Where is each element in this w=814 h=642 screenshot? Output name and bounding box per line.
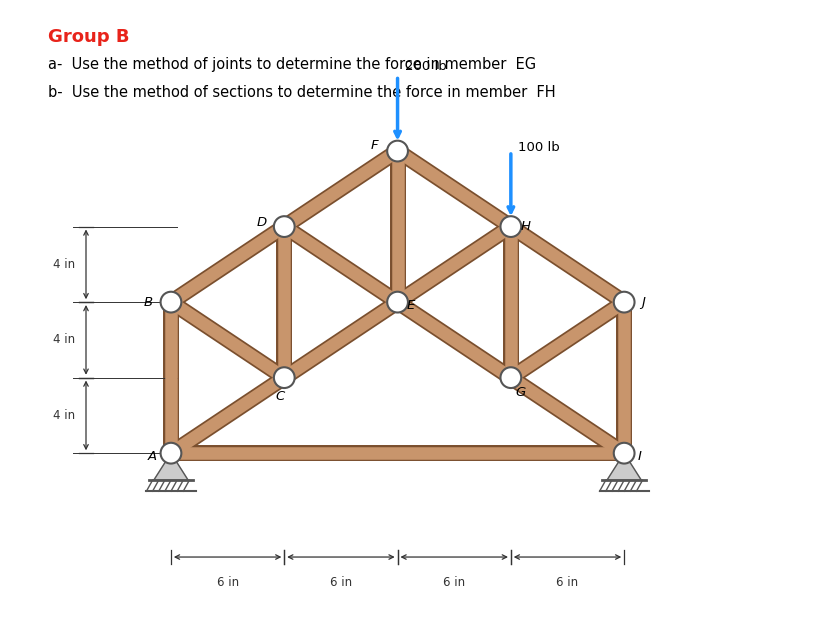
- Text: H: H: [521, 220, 531, 233]
- Circle shape: [614, 291, 635, 313]
- Text: G: G: [515, 386, 525, 399]
- Circle shape: [160, 291, 182, 313]
- Text: C: C: [276, 390, 285, 403]
- Text: E: E: [406, 299, 415, 313]
- Text: 6 in: 6 in: [557, 576, 579, 589]
- Polygon shape: [154, 453, 188, 480]
- Circle shape: [501, 216, 521, 237]
- Text: Group B: Group B: [48, 28, 129, 46]
- Text: 6 in: 6 in: [217, 576, 239, 589]
- Circle shape: [387, 141, 408, 161]
- Text: 100 lb: 100 lb: [519, 141, 560, 154]
- Text: I: I: [637, 451, 641, 464]
- Text: a-  Use the method of joints to determine the force in member  EG: a- Use the method of joints to determine…: [48, 56, 536, 72]
- Text: 4 in: 4 in: [53, 258, 75, 271]
- Text: 6 in: 6 in: [443, 576, 466, 589]
- Text: F: F: [371, 139, 379, 152]
- Circle shape: [501, 367, 521, 388]
- Text: B: B: [144, 295, 153, 309]
- Text: b-  Use the method of sections to determine the force in member  FH: b- Use the method of sections to determi…: [48, 85, 556, 100]
- Text: 200 lb: 200 lb: [405, 60, 447, 73]
- Text: J: J: [641, 295, 645, 309]
- Circle shape: [160, 443, 182, 464]
- Circle shape: [387, 291, 408, 313]
- Text: 4 in: 4 in: [53, 333, 75, 347]
- Text: 4 in: 4 in: [53, 409, 75, 422]
- Text: 6 in: 6 in: [330, 576, 352, 589]
- Circle shape: [274, 367, 295, 388]
- Text: D: D: [256, 216, 267, 229]
- Polygon shape: [607, 453, 641, 480]
- Circle shape: [614, 443, 635, 464]
- Text: A: A: [147, 451, 156, 464]
- Circle shape: [274, 216, 295, 237]
